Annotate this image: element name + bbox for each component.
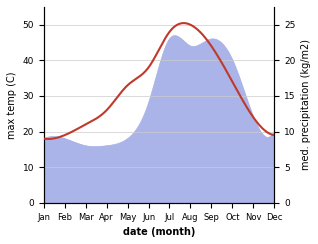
Y-axis label: max temp (C): max temp (C) — [7, 71, 17, 139]
Y-axis label: med. precipitation (kg/m2): med. precipitation (kg/m2) — [301, 39, 311, 170]
X-axis label: date (month): date (month) — [123, 227, 195, 237]
